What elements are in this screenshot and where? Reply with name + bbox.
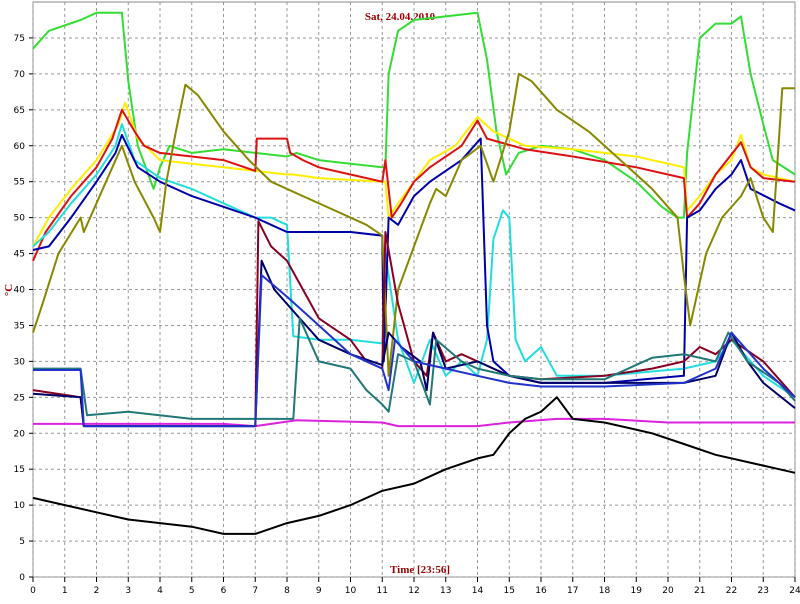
x-tick-label: 12 bbox=[408, 586, 419, 596]
x-tick-label: 7 bbox=[252, 586, 258, 596]
y-tick-label: 55 bbox=[14, 178, 25, 188]
y-tick-label: 20 bbox=[14, 429, 26, 439]
x-tick-label: 2 bbox=[94, 586, 100, 596]
y-axis-title: °C bbox=[3, 284, 15, 296]
x-tick-label: 0 bbox=[30, 586, 36, 596]
x-tick-label: 21 bbox=[694, 586, 705, 596]
x-tick-label: 22 bbox=[726, 586, 737, 596]
y-tick-label: 10 bbox=[14, 501, 26, 511]
series-line bbox=[32, 123, 796, 399]
x-tick-label: 17 bbox=[567, 586, 578, 596]
y-tick-label: 45 bbox=[14, 250, 25, 260]
x-tick-label: 6 bbox=[221, 586, 227, 596]
x-tick-label: 4 bbox=[157, 586, 163, 596]
series-line bbox=[32, 11, 796, 219]
x-tick-label: 13 bbox=[440, 586, 451, 596]
y-tick-label: 0 bbox=[19, 573, 25, 583]
x-tick-label: 14 bbox=[472, 586, 484, 596]
y-tick-label: 35 bbox=[14, 321, 25, 331]
y-tick-label: 25 bbox=[14, 393, 25, 403]
y-tick-label: 50 bbox=[14, 214, 26, 224]
x-tick-label: 20 bbox=[662, 586, 674, 596]
x-tick-label: 18 bbox=[599, 586, 611, 596]
x-tick-label: 3 bbox=[125, 586, 131, 596]
y-tick-label: 5 bbox=[19, 537, 25, 547]
y-tick-label: 15 bbox=[14, 465, 25, 475]
y-tick-label: 40 bbox=[14, 286, 26, 296]
y-tick-label: 75 bbox=[14, 34, 25, 44]
series-line bbox=[32, 220, 796, 428]
x-tick-label: 11 bbox=[377, 586, 388, 596]
x-tick-label: 19 bbox=[631, 586, 643, 596]
x-tick-label: 23 bbox=[758, 586, 769, 596]
x-tick-label: 16 bbox=[535, 586, 547, 596]
series-line bbox=[32, 134, 796, 384]
x-axis-title: Time [23:56] bbox=[390, 564, 450, 576]
x-tick-label: 1 bbox=[62, 586, 68, 596]
y-tick-label: 65 bbox=[14, 106, 25, 116]
series-line bbox=[32, 259, 796, 428]
x-tick-label: 5 bbox=[189, 586, 195, 596]
x-tick-label: 15 bbox=[504, 586, 515, 596]
series-line bbox=[32, 101, 796, 247]
x-tick-label: 10 bbox=[345, 586, 357, 596]
x-tick-label: 8 bbox=[284, 586, 290, 596]
y-tick-label: 60 bbox=[14, 142, 26, 152]
series-line bbox=[32, 108, 796, 262]
series-line bbox=[32, 72, 795, 377]
series-line bbox=[33, 274, 796, 428]
x-tick-label: 24 bbox=[789, 586, 800, 596]
y-tick-label: 70 bbox=[14, 70, 26, 80]
series-line bbox=[32, 396, 796, 535]
chart-title: Sat, 24.04.2010 bbox=[365, 11, 436, 23]
y-tick-label: 30 bbox=[14, 357, 26, 367]
x-tick-label: 9 bbox=[316, 586, 322, 596]
series-line bbox=[33, 317, 796, 420]
